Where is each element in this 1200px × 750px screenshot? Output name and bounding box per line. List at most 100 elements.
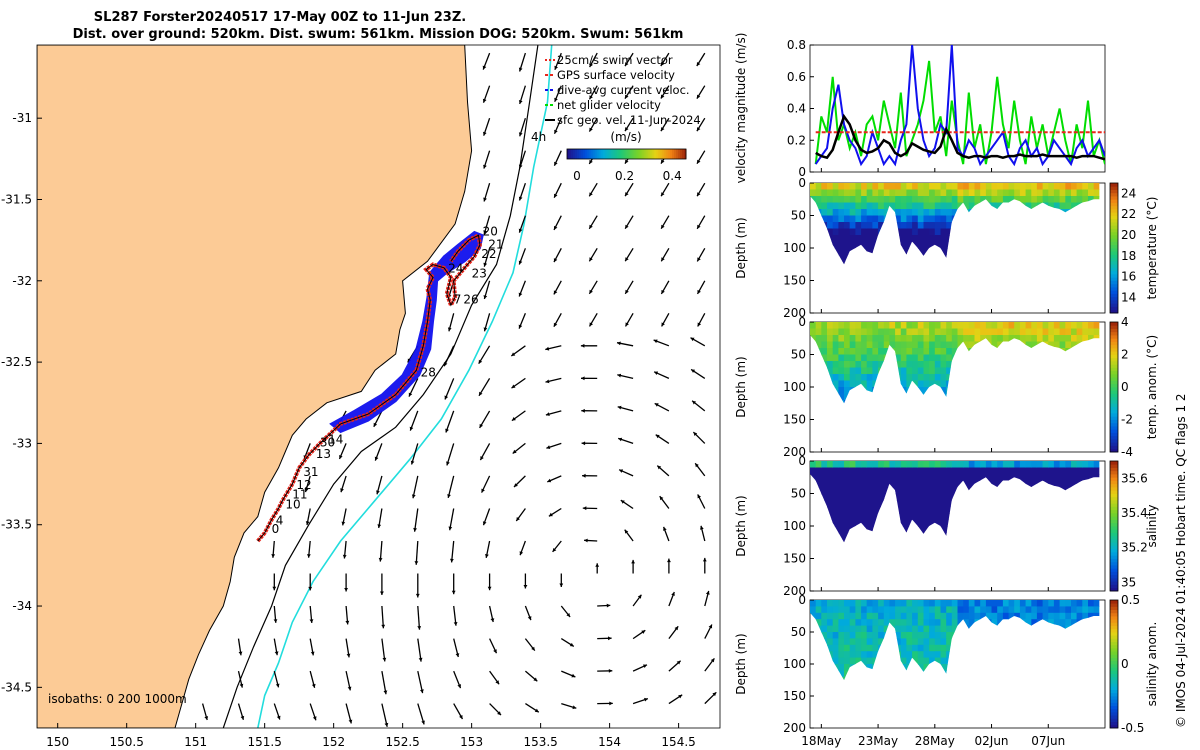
- section-cell: [929, 189, 936, 197]
- section-cell: [912, 209, 919, 217]
- section-colorbar-cell: [1110, 357, 1118, 362]
- velocity-arrow: [408, 378, 419, 397]
- colorbar-cell: [678, 149, 681, 159]
- section-cell: [838, 493, 845, 501]
- section-colorbar-cell: [1110, 689, 1118, 694]
- velocity-arrow-head: [272, 586, 277, 591]
- velocity-arrow-head: [697, 289, 701, 294]
- section-cell: [929, 322, 936, 330]
- section-cell: [832, 461, 839, 469]
- velocity-arrow: [697, 494, 706, 509]
- section-cell: [946, 606, 953, 614]
- colorbar-cell: [672, 149, 675, 159]
- section-cell: [895, 467, 902, 475]
- section-cell: [974, 196, 981, 204]
- velocity-arrow: [554, 52, 562, 71]
- velocity-arrow: [624, 52, 634, 67]
- section-cell: [844, 374, 851, 382]
- velocity-arrow-head: [376, 490, 380, 495]
- section-cell: [1025, 480, 1032, 488]
- section-cell: [827, 328, 834, 336]
- section-colorbar-cell: [1110, 283, 1118, 288]
- section-cell: [861, 335, 868, 343]
- section-cell: [1019, 612, 1027, 620]
- section-colorbar-cell: [1110, 293, 1118, 298]
- section-cell: [946, 500, 953, 508]
- section-cell: [1071, 600, 1078, 607]
- velocity-arrow: [597, 636, 612, 641]
- velocity-arrow: [584, 538, 598, 543]
- section-cell: [821, 487, 828, 495]
- section-colorbar-cell: [1110, 189, 1118, 194]
- section-cell: [889, 335, 896, 343]
- velocity-arrow: [553, 280, 562, 295]
- section-cell: [900, 651, 908, 659]
- velocity-arrow: [511, 377, 526, 389]
- section-cell: [895, 202, 902, 210]
- section-cell: [1031, 341, 1038, 349]
- section-cell: [934, 600, 942, 607]
- section-cell: [929, 341, 936, 349]
- section-cell: [827, 209, 834, 217]
- velocity-arrow-head: [617, 373, 622, 378]
- section-colorbar-cell: [1110, 676, 1118, 681]
- section-cell: [912, 374, 919, 382]
- section-cell: [861, 657, 868, 665]
- velocity-arrow: [588, 85, 598, 100]
- velocity-arrow: [552, 540, 562, 553]
- velocity-arrow: [700, 525, 706, 542]
- section-colorbar-cell: [1110, 192, 1118, 197]
- section-cell: [1008, 183, 1015, 191]
- section-cell: [838, 480, 845, 488]
- section-cell: [957, 322, 964, 330]
- velocity-arrow-head: [305, 521, 310, 525]
- section-cell: [951, 487, 959, 495]
- velocity-arrow-shaft: [443, 345, 455, 367]
- section-cell: [883, 612, 891, 620]
- section-cell: [929, 380, 936, 388]
- section-cell: [872, 632, 879, 639]
- section-cell: [832, 348, 839, 356]
- track-day-label: 22: [481, 247, 496, 261]
- section-cell: [849, 467, 856, 475]
- section-cell: [872, 196, 879, 204]
- section-cell: [861, 461, 868, 469]
- section-colorbar-cell: [1110, 718, 1118, 722]
- section-cell: [844, 215, 851, 223]
- section-colorbar-cell: [1110, 387, 1118, 391]
- velocity-arrow: [479, 410, 491, 429]
- section-cell: [1059, 328, 1066, 336]
- section-cell: [900, 189, 908, 197]
- section-colorbar-tick-label: 22: [1121, 207, 1136, 221]
- velocity-arrow: [588, 280, 598, 295]
- colorbar-cell: [670, 149, 673, 159]
- section-colorbar-cell: [1110, 587, 1118, 592]
- section-cell: [963, 328, 970, 336]
- section-colorbar-cell: [1110, 228, 1118, 233]
- section-cell: [963, 600, 970, 607]
- section-cell: [1048, 619, 1055, 627]
- section-cell: [878, 500, 885, 508]
- velocity-arrow-head: [589, 257, 593, 262]
- velocity-arrow-shaft: [381, 638, 386, 662]
- section-cell: [963, 189, 970, 197]
- section-cell: [1076, 600, 1083, 607]
- section-cell: [934, 461, 942, 469]
- velocity-y-tick-label: 0.6: [787, 70, 806, 84]
- section-cell: [866, 619, 873, 627]
- velocity-arrow-head: [625, 257, 629, 262]
- section-cell: [968, 467, 976, 475]
- depth-tick-label: 200: [783, 584, 806, 598]
- section-cell: [985, 606, 993, 614]
- section-cell: [923, 380, 930, 388]
- velocity-arrow-head: [589, 127, 593, 132]
- section-colorbar-cell: [1110, 535, 1118, 540]
- section-cell: [974, 322, 981, 330]
- section-colorbar-cell: [1110, 238, 1118, 242]
- section-cell: [929, 474, 936, 482]
- velocity-arrow: [342, 540, 347, 559]
- section-cell: [951, 189, 959, 197]
- section-cell: [838, 532, 845, 540]
- velocity-arrow-head: [512, 449, 517, 454]
- section-cell: [895, 215, 902, 223]
